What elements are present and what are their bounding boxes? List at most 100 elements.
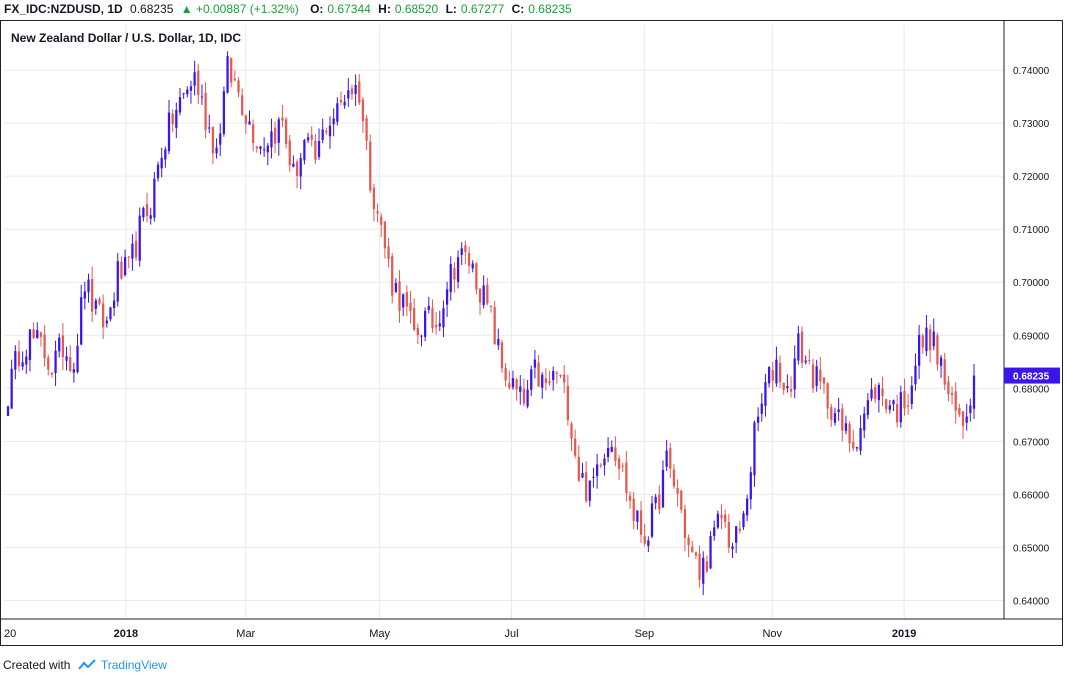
candle-body bbox=[347, 90, 350, 99]
tradingview-brand[interactable]: TradingView bbox=[100, 658, 167, 672]
candle-body bbox=[76, 345, 79, 373]
candle-body bbox=[204, 92, 207, 130]
candle-body bbox=[83, 291, 86, 299]
candle-body bbox=[69, 357, 72, 372]
candle-body bbox=[175, 109, 178, 128]
candle-body bbox=[665, 450, 668, 467]
candle-body bbox=[160, 157, 163, 169]
candle-body bbox=[844, 423, 848, 431]
candle-body bbox=[350, 88, 354, 95]
candle-body bbox=[219, 133, 222, 145]
candle-body bbox=[369, 141, 372, 191]
candle-body bbox=[705, 561, 709, 572]
candle-body bbox=[387, 246, 390, 260]
candle-body bbox=[899, 392, 902, 423]
candle-body bbox=[266, 145, 269, 153]
candle-body bbox=[424, 310, 427, 337]
candle-body bbox=[771, 370, 774, 381]
chart-frame[interactable]: 0.74000 0.73000 0.72000 0.71000 0.70000 0.690… bbox=[0, 20, 1063, 646]
candle-body bbox=[555, 372, 558, 374]
candle-body bbox=[767, 366, 771, 384]
candle-body bbox=[211, 127, 215, 154]
candle-body bbox=[416, 327, 419, 336]
candle-body bbox=[91, 279, 94, 312]
candle-body bbox=[636, 510, 639, 522]
candle-body bbox=[17, 351, 21, 366]
candle-body bbox=[947, 381, 950, 395]
candle-body bbox=[925, 327, 928, 352]
tradingview-logo-icon bbox=[77, 659, 96, 670]
candle-body bbox=[577, 456, 580, 481]
candle-body bbox=[808, 359, 811, 361]
candle-body bbox=[197, 70, 200, 96]
candle-body bbox=[456, 257, 460, 282]
candle-body bbox=[826, 383, 829, 409]
x-tick-label: Sep bbox=[635, 628, 655, 640]
candle-body bbox=[109, 307, 112, 320]
candle-body bbox=[361, 99, 365, 122]
candle-body bbox=[841, 408, 844, 431]
x-tick-label: 2019 bbox=[892, 628, 916, 640]
symbol-label[interactable]: FX_IDC:NZDUSD, 1D bbox=[4, 2, 123, 16]
footer: Created with TradingView bbox=[3, 658, 167, 672]
candle-body bbox=[870, 389, 873, 399]
low-label: L: bbox=[445, 2, 457, 16]
candle-body bbox=[116, 261, 119, 302]
y-tick-label: 0.69000 bbox=[1013, 331, 1050, 342]
candle-body bbox=[676, 488, 679, 494]
candle-body bbox=[815, 366, 818, 386]
candle-body bbox=[339, 99, 343, 103]
candle-body bbox=[120, 261, 123, 279]
candle-body bbox=[343, 101, 346, 106]
candle-body bbox=[237, 80, 240, 93]
candle-body bbox=[255, 146, 258, 149]
candle-body bbox=[595, 464, 599, 477]
candle-body bbox=[760, 403, 763, 414]
candle-body bbox=[559, 375, 562, 377]
created-with-text: Created with bbox=[3, 658, 71, 672]
candle-body bbox=[391, 256, 394, 296]
candle-body bbox=[588, 480, 591, 501]
candle-body bbox=[193, 72, 196, 86]
candle-body bbox=[570, 423, 573, 439]
candle-body bbox=[449, 264, 452, 293]
x-tick-label: 2018 bbox=[114, 628, 138, 640]
candle-body bbox=[694, 552, 698, 556]
candle-body bbox=[508, 383, 511, 388]
candle-body bbox=[427, 305, 430, 311]
y-tick-label: 0.66000 bbox=[1013, 490, 1050, 501]
candle-body bbox=[921, 335, 924, 348]
candle-body bbox=[489, 305, 493, 308]
candle-body bbox=[896, 404, 899, 423]
candle-body bbox=[445, 289, 449, 305]
candle-body bbox=[892, 400, 895, 405]
price-chart[interactable]: 0.74000 0.73000 0.72000 0.71000 0.70000 0.690… bbox=[1, 21, 1062, 645]
candle-body bbox=[328, 125, 332, 137]
candle-body bbox=[72, 369, 75, 373]
candle-body bbox=[226, 56, 229, 93]
candle-body bbox=[336, 103, 339, 122]
candle-body bbox=[295, 161, 299, 176]
candle-body bbox=[156, 164, 160, 179]
candle-body bbox=[610, 446, 613, 452]
candle-body bbox=[910, 385, 913, 404]
candle-body bbox=[617, 458, 621, 469]
candle-body bbox=[585, 472, 588, 501]
candle-body bbox=[848, 423, 851, 444]
chart-title: New Zealand Dollar / U.S. Dollar, 1D, ID… bbox=[11, 31, 241, 45]
candle-body bbox=[530, 369, 533, 390]
candle-body bbox=[149, 215, 152, 219]
candle-body bbox=[61, 335, 65, 358]
candle-body bbox=[189, 86, 193, 91]
candle-body bbox=[303, 140, 306, 161]
candle-body bbox=[936, 335, 939, 365]
candle-body bbox=[621, 465, 624, 467]
candle-body bbox=[36, 330, 39, 339]
candle-body bbox=[724, 514, 727, 523]
candle-body bbox=[504, 367, 507, 381]
candle-body bbox=[541, 374, 544, 388]
y-tick-label: 0.70000 bbox=[1013, 278, 1050, 289]
candle-body bbox=[39, 332, 43, 337]
candle-body bbox=[698, 553, 701, 580]
candle-body bbox=[749, 472, 752, 500]
